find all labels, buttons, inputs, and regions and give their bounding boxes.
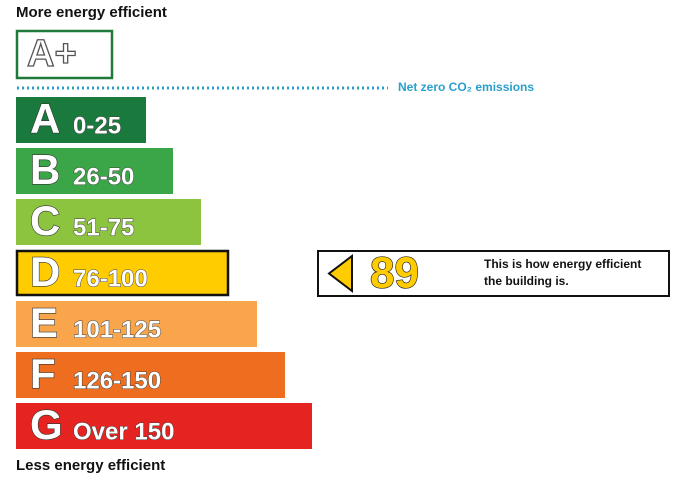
band-bar [16,148,173,194]
a-plus-box [15,29,114,80]
rating-arrow [327,253,353,294]
band-letter: F [30,350,56,397]
rating-note: This is how energy efficient [484,257,641,271]
band-range: 51-75 [73,214,134,241]
net-zero-label: Net zero CO₂ emissions [398,80,534,94]
band-range: 76-100 [73,265,148,292]
band-bar [16,352,285,398]
rating-value: 89 [370,249,419,298]
band-bar [16,97,146,143]
rating-note: the building is. [484,274,569,288]
band-range: Over 150 [73,418,174,445]
band-bar [16,199,201,245]
top-label: More energy efficient [16,4,167,21]
rating-box [317,250,670,297]
band-range: 26-50 [73,163,134,190]
bottom-label: Less energy efficient [16,457,165,474]
band-range: 126-150 [73,367,161,394]
band-letter: A [30,95,60,142]
band-letter: B [30,146,60,193]
band-bar [16,301,257,347]
band-bar [16,403,312,449]
a-plus-label: A+ [27,33,77,75]
band-bar [15,249,230,297]
band-letter: E [30,299,58,346]
band-range: 101-125 [73,316,161,343]
band-letter: C [30,197,60,244]
band-letter: G [30,401,63,448]
band-range: 0-25 [73,112,121,139]
band-letter: D [30,248,60,295]
